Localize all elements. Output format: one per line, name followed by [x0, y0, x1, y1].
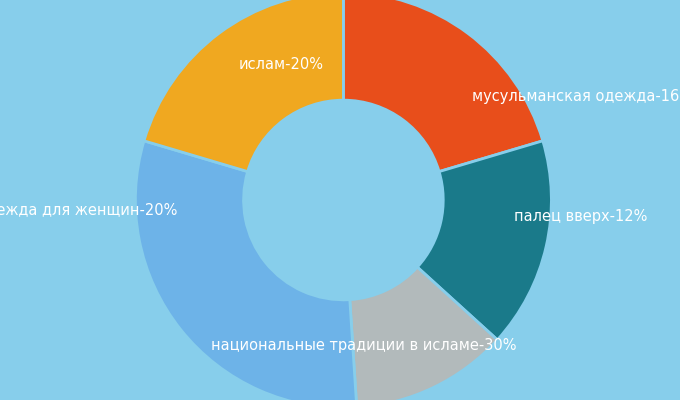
Text: национальные традиции в исламе-30%: национальные традиции в исламе-30% [211, 338, 517, 353]
Wedge shape [343, 0, 543, 172]
Text: ислам-20%: ислам-20% [239, 57, 324, 72]
Wedge shape [418, 141, 551, 340]
Wedge shape [135, 141, 357, 400]
Text: мусульманская одежда для женщин-20%: мусульманская одежда для женщин-20% [0, 203, 177, 218]
Wedge shape [144, 0, 343, 172]
Text: мусульманская одежда-16%: мусульманская одежда-16% [473, 88, 680, 104]
Wedge shape [350, 267, 497, 400]
Text: палец вверх-12%: палец вверх-12% [514, 209, 647, 224]
